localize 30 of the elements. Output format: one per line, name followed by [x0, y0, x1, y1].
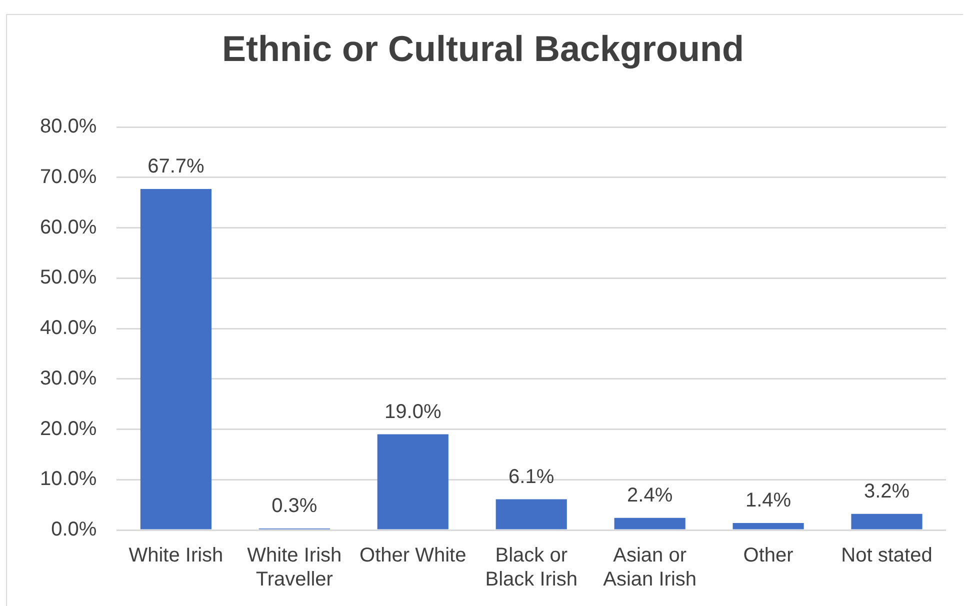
y-tick-label: 40.0%: [40, 317, 97, 340]
y-tick-label: 70.0%: [40, 166, 97, 188]
bar: [614, 518, 686, 530]
chart-title: Ethnic or Cultural Background: [220, 28, 746, 70]
y-tick-label: 30.0%: [40, 367, 97, 390]
x-tick-label: White Irish Traveller: [247, 544, 342, 591]
data-label: 67.7%: [148, 155, 205, 178]
y-tick-label: 20.0%: [40, 418, 97, 440]
x-tick-label: Asian or Asian Irish: [603, 544, 697, 591]
data-label: 2.4%: [627, 484, 673, 506]
x-tick-label: Not stated: [841, 544, 932, 567]
y-tick-label: 60.0%: [40, 216, 97, 238]
data-label: 0.3%: [272, 495, 318, 518]
data-label: 19.0%: [384, 400, 442, 423]
data-label: 1.4%: [746, 489, 792, 512]
y-tick-label: 80.0%: [40, 116, 97, 138]
x-tick-label: White Irish: [128, 544, 224, 567]
data-label: 6.1%: [508, 466, 554, 488]
bar: [496, 499, 567, 530]
data-label: 3.2%: [864, 480, 910, 502]
y-tick-label: 50.0%: [40, 266, 97, 289]
bar: [377, 434, 448, 530]
x-tick-label: Other: [743, 544, 794, 567]
x-tick-label: Black or Black Irish: [485, 544, 578, 591]
y-tick-label: 0.0%: [51, 518, 97, 541]
x-tick-label: Other White: [360, 544, 466, 567]
bar: [140, 188, 212, 530]
y-tick-label: 10.0%: [40, 468, 97, 490]
bar: [851, 514, 922, 530]
bar: [732, 522, 804, 530]
